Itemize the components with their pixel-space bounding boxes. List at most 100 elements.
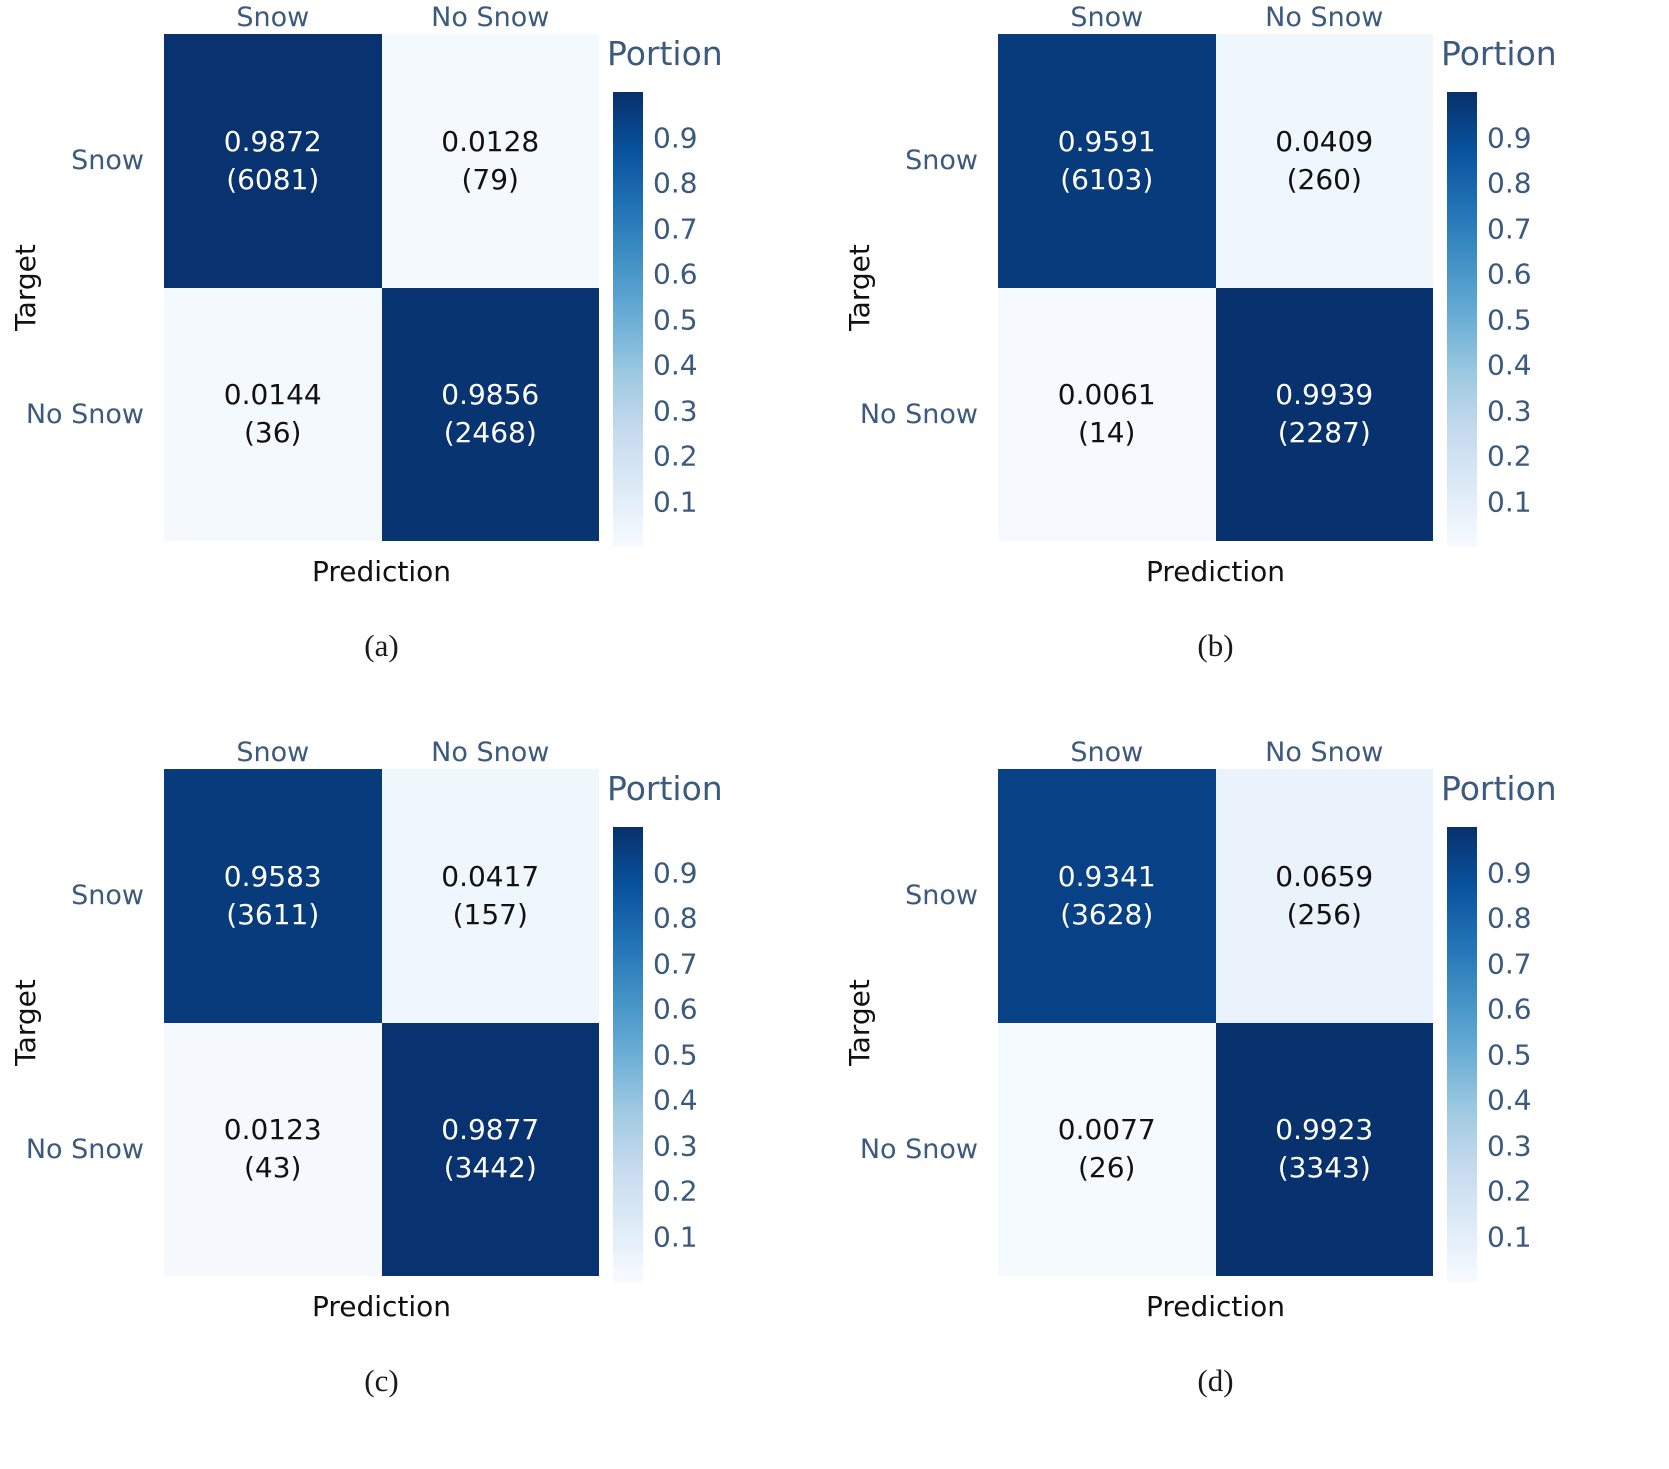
colorbar-tick-label: 0.3 — [653, 394, 698, 427]
x-category-snow-label: Snow — [1070, 2, 1144, 33]
colorbar-tick-label: 0.5 — [1487, 1038, 1532, 1071]
y-category-labels: Snow No Snow — [860, 34, 998, 541]
confusion-matrix-heatmap: 0.9583 (3611) 0.0417 (157) 0.0123 (43) 0… — [164, 769, 599, 1276]
cell-count: (79) — [461, 162, 519, 196]
heatmap-cell-true-positive: 0.9872 (6081) — [164, 34, 382, 288]
cell-portion-value: 0.9939 — [1275, 378, 1374, 412]
cell-count: (3442) — [443, 1151, 537, 1185]
heatmap-cell-true-negative: 0.9877 (3442) — [381, 1022, 599, 1276]
colorbar-tick-label: 0.7 — [653, 212, 698, 245]
cell-count: (3343) — [1277, 1151, 1371, 1185]
colorbar-tick-label: 0.1 — [1487, 485, 1532, 518]
cell-portion-value: 0.0409 — [1275, 124, 1374, 158]
colorbar-tick-label: 0.5 — [1487, 303, 1532, 336]
y-category-no-snow-label: No Snow — [25, 398, 144, 430]
cell-count: (43) — [244, 1151, 302, 1185]
y-axis-title: Target — [4, 769, 46, 1276]
colorbar-tick-label: 0.5 — [653, 1038, 698, 1071]
colorbar-tick-label: 0.3 — [1487, 1129, 1532, 1162]
y-axis-title-text: Target — [8, 979, 42, 1066]
y-category-snow-label: Snow — [71, 145, 144, 177]
colorbar-tick-label: 0.6 — [653, 992, 698, 1026]
cell-portion-value: 0.0077 — [1057, 1113, 1156, 1147]
colorbar-tick-label: 0.7 — [653, 947, 698, 980]
colorbar-ticks: 0.9 0.8 0.7 0.6 0.5 0.4 0.3 0.2 0.1 — [1487, 92, 1597, 547]
colorbar-tick-label: 0.9 — [653, 121, 698, 154]
colorbar-tick-label: 0.8 — [1487, 166, 1532, 200]
cell-count: (36) — [244, 416, 302, 450]
panel-caption: (d) — [1197, 1363, 1234, 1398]
x-category-labels: Snow No Snow — [164, 739, 599, 769]
x-category-labels: Snow No Snow — [998, 4, 1433, 34]
cell-count: (157) — [452, 897, 528, 931]
cell-count: (14) — [1078, 416, 1136, 450]
heatmap-cell-true-positive: 0.9341 (3628) — [998, 769, 1216, 1023]
colorbar-title: Portion — [1441, 34, 1557, 73]
colorbar-gradient — [613, 92, 643, 547]
y-axis-title: Target — [838, 769, 880, 1276]
x-axis-title: Prediction — [1145, 554, 1286, 588]
cell-count: (3628) — [1060, 897, 1154, 931]
colorbar-tick-label: 0.4 — [653, 348, 698, 382]
y-axis-title: Target — [838, 34, 880, 541]
cell-portion-value: 0.0144 — [223, 378, 322, 412]
y-axis-title-text: Target — [842, 979, 876, 1066]
colorbar-tick-label: 0.6 — [1487, 257, 1532, 291]
colorbar-gradient — [1447, 827, 1477, 1282]
panel-caption: (b) — [1197, 628, 1234, 663]
cell-portion-value: 0.9591 — [1057, 124, 1156, 158]
confusion-matrix-panel: Snow No Snow Target Snow No Snow 0.9341 … — [834, 739, 1669, 1426]
x-category-snow-label: Snow — [236, 2, 310, 33]
cell-portion-value: 0.0659 — [1275, 859, 1374, 893]
cell-portion-value: 0.9872 — [223, 124, 322, 158]
cell-portion-value: 0.0417 — [441, 859, 540, 893]
colorbar-tick-label: 0.6 — [653, 257, 698, 291]
cell-count: (3611) — [226, 897, 320, 931]
x-axis-title: Prediction — [311, 554, 452, 588]
x-category-no-snow-label: No Snow — [431, 2, 550, 33]
heatmap-cell-true-positive: 0.9583 (3611) — [164, 769, 382, 1023]
heatmap-cell-true-negative: 0.9923 (3343) — [1215, 1022, 1433, 1276]
colorbar-tick-label: 0.8 — [653, 166, 698, 200]
cell-portion-value: 0.9923 — [1275, 1113, 1374, 1147]
x-axis-title: Prediction — [311, 1289, 452, 1323]
colorbar: Portion 0.9 0.8 0.7 0.6 0.5 0.4 0.3 0.2 0.1 — [599, 4, 789, 547]
y-category-labels: Snow No Snow — [25, 34, 164, 541]
y-category-labels: Snow No Snow — [860, 769, 998, 1276]
cell-portion-value: 0.0061 — [1057, 378, 1156, 412]
y-category-snow-label: Snow — [905, 145, 978, 177]
colorbar-ticks: 0.9 0.8 0.7 0.6 0.5 0.4 0.3 0.2 0.1 — [1487, 827, 1597, 1282]
cell-portion-value: 0.9583 — [223, 859, 322, 893]
confusion-matrix-heatmap: 0.9872 (6081) 0.0128 (79) 0.0144 (36) 0.… — [164, 34, 599, 541]
confusion-matrix-heatmap: 0.9341 (3628) 0.0659 (256) 0.0077 (26) 0… — [998, 769, 1433, 1276]
colorbar-tick-label: 0.6 — [1487, 992, 1532, 1026]
colorbar-tick-label: 0.5 — [653, 303, 698, 336]
colorbar: Portion 0.9 0.8 0.7 0.6 0.5 0.4 0.3 0.2 0.1 — [1433, 739, 1623, 1282]
x-category-labels: Snow No Snow — [164, 4, 599, 34]
confusion-matrix-panel: Snow No Snow Target Snow No Snow 0.9591 … — [834, 4, 1669, 691]
cell-count: (2287) — [1277, 416, 1371, 450]
y-category-no-snow-label: No Snow — [25, 1133, 144, 1165]
cell-portion-value: 0.0123 — [223, 1113, 322, 1147]
y-axis-title: Target — [4, 34, 46, 541]
colorbar-title: Portion — [607, 769, 723, 808]
colorbar-tick-label: 0.4 — [1487, 348, 1532, 382]
y-axis-title-text: Target — [842, 244, 876, 331]
x-category-labels: Snow No Snow — [998, 739, 1433, 769]
colorbar-tick-label: 0.1 — [1487, 1220, 1532, 1253]
colorbar: Portion 0.9 0.8 0.7 0.6 0.5 0.4 0.3 0.2 0.1 — [599, 739, 789, 1282]
heatmap-cell-false-positive: 0.0144 (36) — [164, 287, 382, 541]
x-category-no-snow-label: No Snow — [431, 737, 550, 768]
colorbar: Portion 0.9 0.8 0.7 0.6 0.5 0.4 0.3 0.2 0.1 — [1433, 4, 1623, 547]
cell-portion-value: 0.9341 — [1057, 859, 1156, 893]
colorbar-tick-label: 0.1 — [653, 485, 698, 518]
colorbar-tick-label: 0.7 — [1487, 212, 1532, 245]
cell-portion-value: 0.9877 — [441, 1113, 540, 1147]
colorbar-tick-label: 0.2 — [653, 1174, 698, 1208]
y-category-snow-label: Snow — [71, 880, 144, 912]
colorbar-gradient — [1447, 92, 1477, 547]
colorbar-title: Portion — [1441, 769, 1557, 808]
heatmap-cell-true-negative: 0.9856 (2468) — [381, 287, 599, 541]
cell-portion-value: 0.9856 — [441, 378, 540, 412]
heatmap-cell-true-positive: 0.9591 (6103) — [998, 34, 1216, 288]
